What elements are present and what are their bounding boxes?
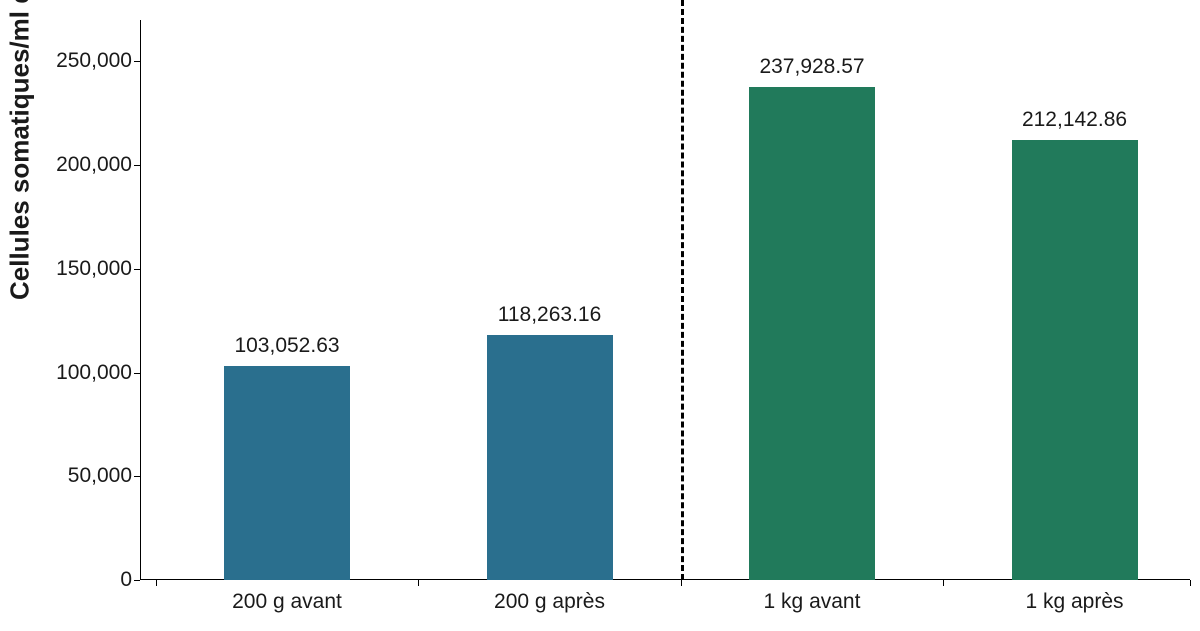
- bar-value-label: 237,928.57: [759, 55, 864, 79]
- x-tick-mark: [681, 580, 682, 586]
- x-tick-label: 1 kg après: [1025, 580, 1123, 614]
- bar: 237,928.57: [749, 87, 875, 580]
- y-tick-label: 50,000: [68, 464, 140, 488]
- x-tick-label: 200 g avant: [232, 580, 342, 614]
- chart-container: Cellules somatiques/ml de lait 050,00010…: [0, 0, 1200, 631]
- bar: 118,263.16: [487, 335, 613, 580]
- y-tick-label: 100,000: [56, 361, 140, 385]
- x-tick-mark: [156, 580, 157, 586]
- x-tick-label: 1 kg avant: [764, 580, 861, 614]
- x-tick-mark: [943, 580, 944, 586]
- x-tick-mark: [1190, 580, 1191, 586]
- x-tick-label: 200 g après: [494, 580, 605, 614]
- y-tick-label: 250,000: [56, 49, 140, 73]
- y-axis-line: [140, 20, 141, 580]
- bar-value-label: 212,142.86: [1022, 108, 1127, 132]
- plot-area: 050,000100,000150,000200,000250,000103,0…: [140, 20, 1190, 580]
- x-tick-mark: [418, 580, 419, 586]
- y-tick-mark: [134, 165, 140, 166]
- group-divider-line: [681, 0, 684, 580]
- y-tick-mark: [134, 580, 140, 581]
- bar-value-label: 118,263.16: [498, 303, 602, 327]
- y-tick-label: 200,000: [56, 153, 140, 177]
- y-tick-mark: [134, 61, 140, 62]
- bar: 212,142.86: [1012, 140, 1138, 580]
- bar: 103,052.63: [224, 366, 350, 580]
- y-tick-mark: [134, 269, 140, 270]
- y-tick-mark: [134, 373, 140, 374]
- bar-value-label: 103,052.63: [234, 334, 339, 358]
- y-tick-label: 150,000: [56, 257, 140, 281]
- y-tick-mark: [134, 476, 140, 477]
